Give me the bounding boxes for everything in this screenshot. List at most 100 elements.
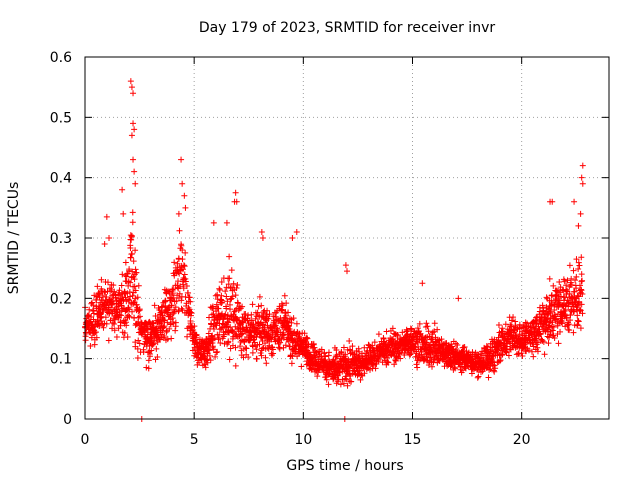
data-point bbox=[129, 292, 136, 299]
data-point bbox=[248, 311, 255, 318]
chart-title: Day 179 of 2023, SRMTID for receiver inv… bbox=[199, 20, 495, 36]
data-point bbox=[212, 292, 219, 299]
data-point bbox=[223, 219, 230, 226]
data-point bbox=[560, 287, 567, 294]
data-point bbox=[578, 287, 585, 294]
data-point bbox=[229, 328, 236, 335]
data-point bbox=[385, 359, 392, 366]
y-axis-label: SRMTID / TECUs bbox=[6, 182, 22, 295]
data-point bbox=[291, 336, 298, 343]
data-point bbox=[96, 305, 103, 312]
data-point bbox=[284, 318, 291, 325]
data-point bbox=[103, 294, 110, 301]
data-point bbox=[276, 345, 283, 352]
data-point bbox=[234, 282, 241, 289]
data-point bbox=[118, 312, 125, 319]
data-point bbox=[495, 322, 502, 329]
data-point bbox=[429, 329, 436, 336]
data-point bbox=[261, 326, 268, 333]
data-point bbox=[483, 346, 490, 353]
data-point bbox=[122, 259, 129, 266]
data-point bbox=[522, 319, 529, 326]
data-point bbox=[325, 381, 332, 388]
data-point bbox=[131, 126, 138, 133]
data-point bbox=[248, 317, 255, 324]
data-point bbox=[323, 376, 330, 383]
data-point bbox=[423, 353, 430, 360]
data-point bbox=[207, 357, 214, 364]
data-point bbox=[529, 348, 536, 355]
data-point bbox=[210, 219, 217, 226]
data-point bbox=[128, 232, 135, 239]
x-tick-label: 20 bbox=[513, 432, 531, 448]
data-point bbox=[574, 317, 581, 324]
data-point bbox=[357, 367, 364, 374]
data-point bbox=[576, 262, 583, 269]
data-point bbox=[293, 320, 300, 327]
data-point bbox=[129, 308, 136, 315]
data-point bbox=[545, 340, 552, 347]
data-point bbox=[578, 254, 585, 261]
data-point bbox=[397, 355, 404, 362]
data-point bbox=[571, 198, 578, 205]
data-point bbox=[97, 315, 104, 322]
data-point bbox=[434, 326, 441, 333]
data-point bbox=[232, 344, 239, 351]
data-point bbox=[547, 310, 554, 317]
data-point bbox=[226, 275, 233, 282]
data-point bbox=[346, 371, 353, 378]
data-point bbox=[178, 156, 185, 163]
data-point bbox=[172, 304, 179, 311]
data-point bbox=[304, 335, 311, 342]
data-point bbox=[235, 300, 242, 307]
data-point bbox=[318, 346, 325, 353]
data-point bbox=[175, 278, 182, 285]
data-point bbox=[225, 319, 232, 326]
data-point bbox=[530, 353, 537, 360]
data-point bbox=[285, 309, 292, 316]
data-point bbox=[549, 327, 556, 334]
data-point bbox=[485, 374, 492, 381]
data-point bbox=[407, 325, 414, 332]
data-point bbox=[134, 355, 141, 362]
data-point bbox=[577, 306, 584, 313]
data-point bbox=[510, 314, 517, 321]
data-point bbox=[205, 330, 212, 337]
data-point bbox=[258, 302, 265, 309]
data-point bbox=[182, 278, 189, 285]
data-point bbox=[504, 343, 511, 350]
data-point bbox=[333, 352, 340, 359]
data-point bbox=[150, 320, 157, 327]
data-point bbox=[179, 266, 186, 273]
data-point bbox=[210, 310, 217, 317]
data-point bbox=[452, 365, 459, 372]
data-point bbox=[106, 235, 113, 241]
data-point bbox=[575, 318, 582, 325]
data-point bbox=[130, 258, 137, 265]
data-point bbox=[541, 351, 548, 358]
data-point bbox=[164, 336, 171, 343]
data-point bbox=[130, 120, 137, 127]
data-point bbox=[394, 332, 401, 339]
data-point bbox=[557, 289, 564, 296]
data-point bbox=[172, 327, 179, 334]
data-point bbox=[216, 285, 223, 292]
data-point bbox=[131, 168, 138, 175]
data-point bbox=[89, 299, 96, 306]
data-point bbox=[182, 204, 189, 211]
data-point bbox=[157, 331, 164, 338]
data-point bbox=[218, 325, 225, 332]
data-point bbox=[455, 295, 462, 302]
data-point bbox=[219, 299, 226, 306]
data-point bbox=[570, 267, 577, 274]
data-point bbox=[259, 235, 266, 241]
data-point bbox=[128, 132, 135, 139]
data-point bbox=[279, 302, 286, 309]
data-point bbox=[254, 325, 261, 332]
data-point bbox=[357, 376, 364, 383]
data-point bbox=[460, 344, 467, 351]
data-point bbox=[256, 341, 263, 348]
data-point bbox=[168, 335, 175, 342]
data-point bbox=[128, 84, 135, 91]
